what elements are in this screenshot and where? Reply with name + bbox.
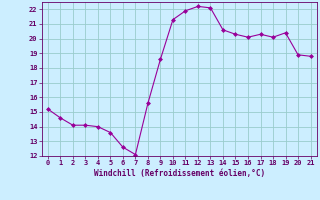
X-axis label: Windchill (Refroidissement éolien,°C): Windchill (Refroidissement éolien,°C) <box>94 169 265 178</box>
